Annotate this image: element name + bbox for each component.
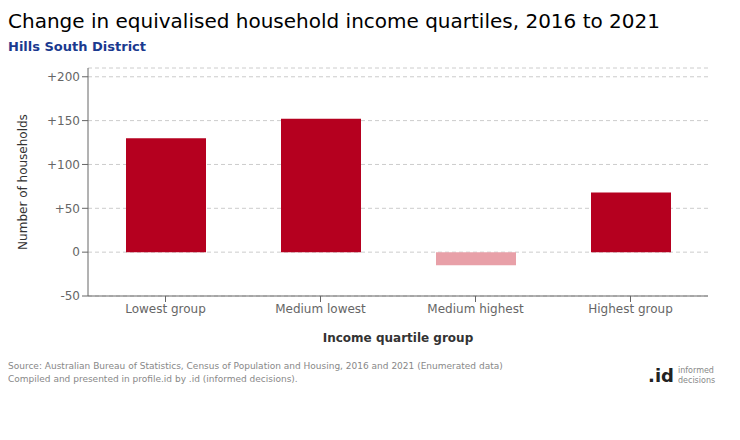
svg-text:-50: -50: [60, 289, 80, 303]
svg-text:Medium lowest: Medium lowest: [275, 302, 366, 316]
svg-text:+50: +50: [55, 202, 80, 216]
svg-text:+200: +200: [47, 70, 80, 84]
svg-text:Income quartile group: Income quartile group: [323, 331, 474, 345]
html-text:informed decisions: informed decisions: [678, 366, 716, 385]
svg-text:0: 0: [72, 245, 80, 259]
svg-text:Highest group: Highest group: [588, 302, 673, 316]
html-text:Compiled and presented in prof: Compiled and presented in profile.id by …: [8, 374, 298, 384]
svg-text:+100: +100: [47, 158, 80, 172]
html-text:Change in equivalised househol: Change in equivalised household income q…: [8, 9, 660, 33]
html-text:Source: Australian Bureau of S: Source: Australian Bureau of Statistics,…: [8, 361, 503, 371]
svg-text:Lowest group: Lowest group: [125, 302, 206, 316]
svg-text:Medium highest: Medium highest: [427, 302, 524, 316]
html-text:Hills South District: Hills South District: [8, 39, 146, 54]
html-text:.id: .id: [648, 365, 674, 386]
svg-text:Number of households: Number of households: [16, 114, 30, 250]
svg-text:+150: +150: [47, 114, 80, 128]
